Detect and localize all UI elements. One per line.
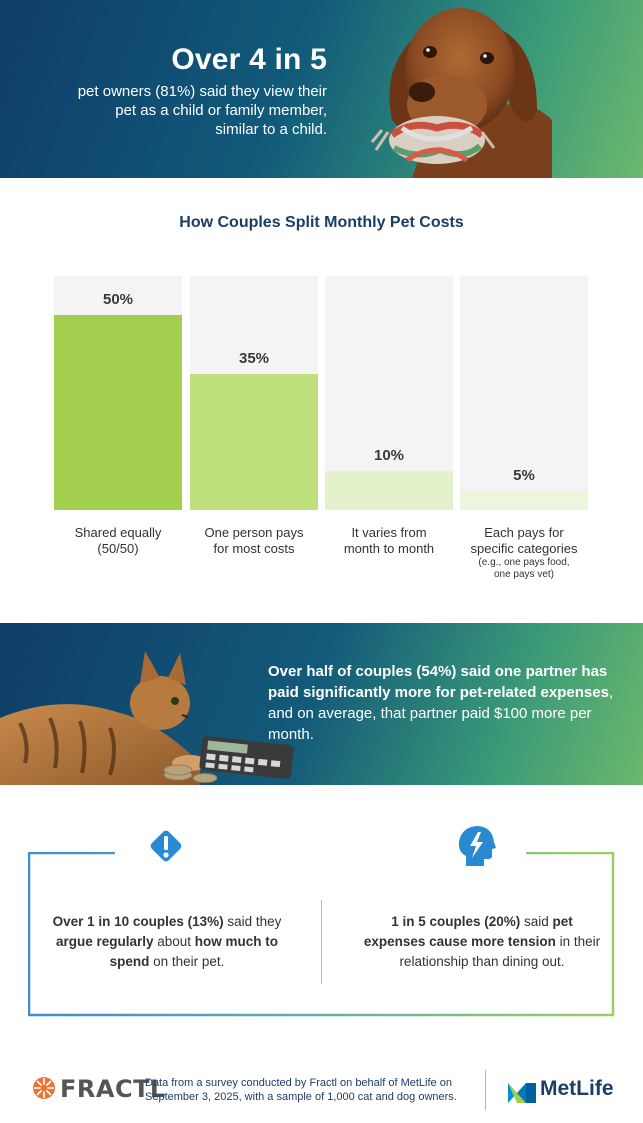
bar-chart: 50% Shared equally (50/50) 35% One person pa… [50, 276, 592, 581]
head-lightning-icon [458, 826, 496, 866]
text-segment: how much to spend [109, 934, 279, 969]
footer-divider [485, 1070, 486, 1110]
bar-column-bg [460, 276, 588, 510]
chart-title: How Couples Split Monthly Pet Costs [179, 214, 464, 231]
bar-value-label: 5% [513, 466, 535, 484]
stat-tension: 1 in 5 couples (20%) said pet expenses c… [362, 912, 602, 972]
hero-body-line: similar to a child. [215, 121, 327, 138]
stat-argue: Over 1 in 10 couples (13%) said they arg… [47, 912, 287, 972]
text-segment: on their pet. [149, 954, 225, 969]
banner2-text: Over half of couples (54%) said one part… [268, 661, 628, 745]
cat-banner: Over half of couples (54%) said one part… [0, 623, 643, 785]
fractl-logo: FRACTL [60, 1075, 166, 1103]
category-label-line: specific categories [470, 541, 578, 556]
bar-value-label: 10% [373, 447, 405, 464]
category-note: one pays vet) [493, 569, 555, 580]
exclamation-icon [150, 830, 182, 862]
bar-category-label: It varies from month to month [321, 525, 457, 557]
hero-headline: Over 4 in 5 [171, 43, 327, 76]
hero-banner: Over 4 in 5 pet owners (81%) said they v… [0, 0, 643, 178]
fractl-logo-icon [33, 1077, 55, 1099]
stats-divider [321, 900, 322, 984]
text-segment: argue regularly [55, 934, 154, 949]
bar-category-label: Shared equally (50/50) [50, 525, 186, 557]
hero-body-line: pet as a child or family member, [115, 102, 327, 119]
footer-source-note: Data from a survey conducted by Fractl o… [145, 1076, 475, 1104]
category-label-line: Shared equally [74, 525, 162, 540]
text-segment: pet expenses cause more tension [363, 914, 573, 949]
category-note: (e.g., one pays food, [478, 557, 570, 568]
text-segment: one partner has paid significantly more … [268, 663, 609, 701]
category-label-line: One person pays [204, 525, 304, 540]
text-segment: about [153, 934, 195, 949]
bar [460, 490, 588, 510]
hero-body: pet owners (81%) said they view their pe… [27, 82, 327, 139]
category-label-line: Each pays for [484, 525, 564, 540]
category-label-line: month to month [343, 541, 435, 556]
text-segment: in their relationship than dining out. [399, 934, 601, 969]
text-segment: Over 1 in 10 couples (13%) [52, 914, 224, 929]
bar-category-label: Each pays for specific categories (e.g., o… [456, 525, 592, 581]
bar-category-label: One person pays for most costs [186, 525, 322, 557]
footer-note-line: Data from a survey conducted by Fractl o… [145, 1077, 452, 1089]
text-segment: 1 in 5 couples (20%) [391, 914, 521, 929]
category-label-line: (50/50) [97, 541, 139, 556]
text-segment: Over half of couples (54%) said [268, 663, 495, 680]
hero-body-line: pet owners (81%) said they view their [77, 83, 327, 100]
cat-with-calculator-image [0, 651, 294, 785]
text-segment: , and on average, that partner paid $100… [268, 684, 614, 743]
category-label-line: It varies from [351, 525, 427, 540]
bar-value-label: 35% [238, 349, 270, 367]
category-label-line: for most costs [213, 541, 295, 556]
stats-box-frame [28, 852, 615, 1017]
hero-text: Over 4 in 5 pet owners (81%) said they v… [27, 42, 327, 139]
metlife-logo-icon [508, 1083, 536, 1103]
bar [190, 373, 318, 510]
footer-note-line: September 3, 2025, with a sample of 1,00… [145, 1091, 457, 1103]
bar [325, 471, 453, 510]
dog-with-rope-toy-image [370, 8, 552, 178]
text-segment: said [520, 914, 553, 929]
metlife-logo: MetLife [540, 1077, 614, 1100]
text-segment: said they [223, 914, 282, 929]
bar [54, 315, 182, 510]
bar-value-label: 50% [102, 291, 134, 308]
